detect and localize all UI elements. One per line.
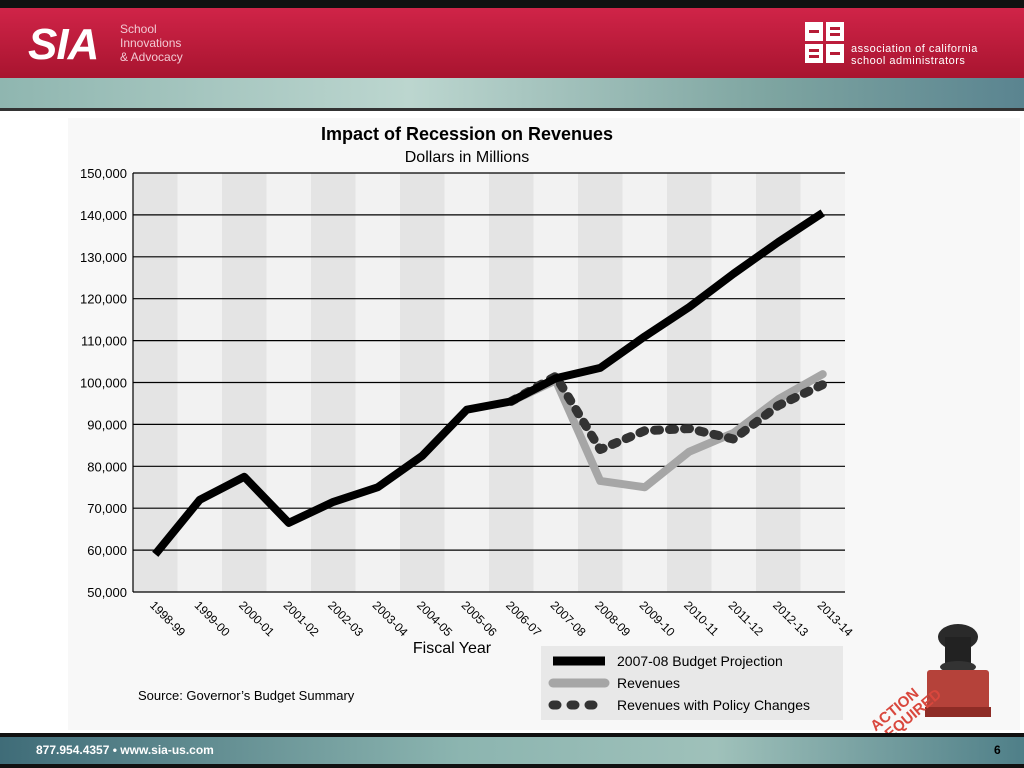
- x-tick-label: 2005-06: [459, 598, 500, 639]
- legend: 2007-08 Budget Projection Revenues Revenue…: [541, 646, 843, 720]
- x-tick-label: 2002-03: [325, 598, 366, 639]
- x-tick-label: 2011-12: [726, 598, 767, 639]
- x-tick-label: 2006-07: [503, 598, 544, 639]
- source-note: Source: Governor’s Budget Summary: [138, 688, 355, 703]
- chart-subtitle: Dollars in Millions: [405, 149, 529, 166]
- x-tick-label: 2004-05: [414, 598, 455, 639]
- series-line: [507, 370, 827, 492]
- page-number: 6: [994, 743, 1001, 757]
- x-tick-label: 2009-10: [637, 598, 678, 639]
- y-tick-label: 100,000: [80, 376, 127, 391]
- y-tick-label: 90,000: [87, 417, 127, 432]
- x-tick-label: 1998-99: [147, 598, 188, 639]
- y-tick-label: 70,000: [87, 501, 127, 516]
- legend-label: Revenues: [617, 675, 680, 691]
- y-tick-label: 80,000: [87, 459, 127, 474]
- x-tick-label: 2003-04: [370, 598, 411, 639]
- action-required-stamp: ACTION REQUIRED: [867, 624, 991, 745]
- y-tick-label: 130,000: [80, 250, 127, 265]
- sia-tagline: School Innovations & Advocacy: [120, 22, 183, 64]
- x-tick-label: 2010-11: [681, 598, 722, 639]
- x-tick-label: 2001-02: [281, 598, 322, 639]
- x-tick-label: 2013-14: [815, 598, 856, 639]
- header-top-edge: [0, 0, 1024, 8]
- legend-label: Revenues with Policy Changes: [617, 697, 810, 713]
- band-divider: [0, 108, 1024, 111]
- teal-band: [0, 78, 1024, 108]
- y-tick-label: 110,000: [81, 334, 127, 349]
- acsa-name: association of california school adminis…: [851, 43, 978, 67]
- x-tick-label: 2007-08: [548, 598, 589, 639]
- x-tick-label: 2008-09: [592, 598, 633, 639]
- acsa-logo-icon: [805, 22, 844, 63]
- y-tick-label: 150,000: [80, 166, 127, 181]
- series-line: [506, 371, 828, 455]
- series-line: [152, 209, 825, 557]
- x-tick-label: 2000-01: [236, 598, 277, 639]
- x-axis-label: Fiscal Year: [413, 640, 492, 657]
- y-tick-label: 60,000: [87, 543, 127, 558]
- footer-contact: 877.954.4357 • www.sia-us.com: [36, 743, 214, 757]
- y-tick-label: 50,000: [87, 585, 127, 600]
- chart-title: Impact of Recession on Revenues: [321, 124, 613, 144]
- y-tick-label: 140,000: [80, 208, 127, 223]
- sia-logo: SIA: [28, 20, 99, 69]
- y-tick-label: 120,000: [80, 292, 127, 307]
- footer-band: [0, 737, 1024, 764]
- header-bar: [0, 8, 1024, 78]
- x-tick-label: 1999-00: [192, 598, 233, 639]
- legend-label: 2007-08 Budget Projection: [617, 653, 783, 669]
- x-tick-label: 2012-13: [770, 598, 811, 639]
